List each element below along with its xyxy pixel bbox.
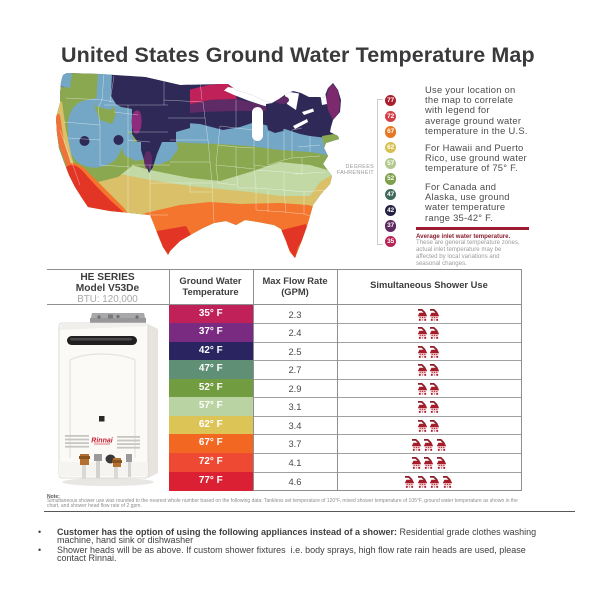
svg-text:Rinnai: Rinnai (91, 438, 113, 445)
